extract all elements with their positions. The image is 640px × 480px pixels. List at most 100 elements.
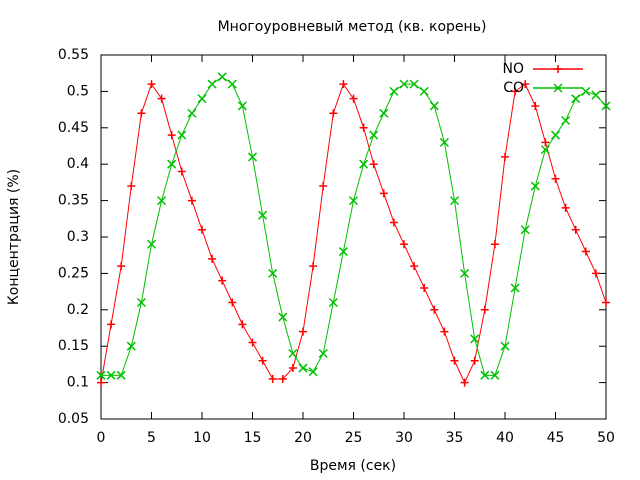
y-tick-label: 0.05	[58, 411, 89, 427]
data-point	[602, 298, 610, 307]
legend-label: NO	[503, 61, 525, 77]
data-point	[389, 218, 398, 227]
data-point	[581, 86, 591, 96]
data-point	[551, 174, 560, 183]
x-tick-label: 45	[547, 430, 565, 446]
data-point	[571, 225, 580, 234]
y-tick-label: 0.5	[67, 83, 89, 99]
data-point	[379, 108, 389, 118]
y-tick-label: 0.55	[58, 47, 89, 63]
data-point	[157, 196, 167, 206]
data-point	[511, 87, 520, 96]
y-tick-label: 0.35	[58, 193, 89, 209]
data-point	[550, 130, 561, 140]
data-point	[328, 297, 338, 308]
data-point	[439, 137, 449, 147]
data-point	[258, 210, 268, 220]
legend-marker	[553, 83, 563, 93]
data-point	[106, 370, 116, 380]
data-point	[117, 262, 126, 271]
data-point	[449, 196, 460, 206]
data-point	[490, 240, 499, 249]
data-point	[349, 94, 358, 103]
data-point	[227, 79, 237, 89]
data-point	[177, 130, 187, 140]
data-point	[268, 268, 278, 278]
data-point	[581, 247, 590, 256]
data-point	[419, 86, 429, 96]
data-point	[430, 305, 439, 314]
x-tick-label: 30	[395, 430, 413, 446]
data-point	[107, 320, 116, 329]
data-point	[137, 109, 146, 118]
data-point	[410, 262, 419, 271]
x-tick-label: 5	[147, 430, 156, 446]
data-point	[379, 189, 388, 198]
data-point	[409, 79, 419, 89]
data-point	[530, 181, 540, 191]
data-point	[157, 94, 166, 103]
data-point	[359, 159, 369, 169]
data-point	[429, 101, 439, 111]
data-point	[147, 80, 156, 89]
data-point	[420, 283, 429, 292]
y-tick-label: 0.2	[67, 302, 89, 318]
y-tick-label: 0.1	[67, 375, 89, 391]
data-point	[116, 370, 126, 380]
data-point	[601, 101, 611, 111]
data-point	[248, 338, 257, 347]
data-point	[521, 80, 530, 89]
data-point	[309, 262, 318, 271]
data-point	[187, 196, 196, 205]
data-point	[500, 341, 510, 351]
data-point	[400, 240, 408, 249]
x-tick-label: 25	[345, 430, 363, 446]
data-point	[541, 138, 550, 147]
data-point	[389, 86, 399, 96]
y-tick-label: 0.15	[58, 338, 89, 354]
data-point	[177, 167, 186, 176]
data-point	[207, 79, 217, 89]
data-point	[96, 370, 106, 380]
data-point	[520, 225, 530, 235]
y-tick-label: 0.25	[58, 265, 89, 281]
legend-label: CO	[503, 80, 524, 96]
data-point	[460, 378, 469, 387]
data-point	[217, 72, 227, 82]
data-point	[561, 115, 571, 126]
y-tick-label: 0.45	[58, 120, 89, 136]
data-point	[126, 341, 136, 351]
data-point	[531, 101, 540, 110]
x-tick-label: 0	[97, 430, 106, 446]
y-tick-label: 0.4	[67, 156, 89, 172]
y-tick-label: 0.3	[67, 229, 89, 245]
data-point	[540, 145, 550, 155]
data-point	[561, 203, 570, 212]
data-point	[470, 334, 480, 344]
data-point	[278, 312, 288, 322]
data-point	[198, 225, 206, 234]
data-point	[359, 123, 368, 132]
data-point	[440, 327, 449, 336]
data-point	[167, 159, 177, 169]
data-point	[288, 348, 298, 359]
chart-title: Многоуровневый метод (кв. корень)	[218, 19, 487, 35]
x-tick-label: 15	[244, 430, 262, 446]
y-axis-label: Концентрация (%)	[6, 169, 22, 305]
data-point	[268, 374, 277, 383]
x-tick-label: 35	[446, 430, 464, 446]
x-tick-label: 50	[597, 430, 615, 446]
data-point	[278, 374, 287, 383]
x-tick-label: 40	[496, 430, 514, 446]
data-point	[480, 305, 489, 314]
data-point	[258, 356, 267, 365]
data-point	[97, 378, 105, 387]
data-point	[237, 101, 247, 111]
data-point	[298, 363, 308, 373]
data-point	[338, 247, 348, 257]
data-point	[318, 348, 328, 359]
data-point	[228, 298, 237, 307]
